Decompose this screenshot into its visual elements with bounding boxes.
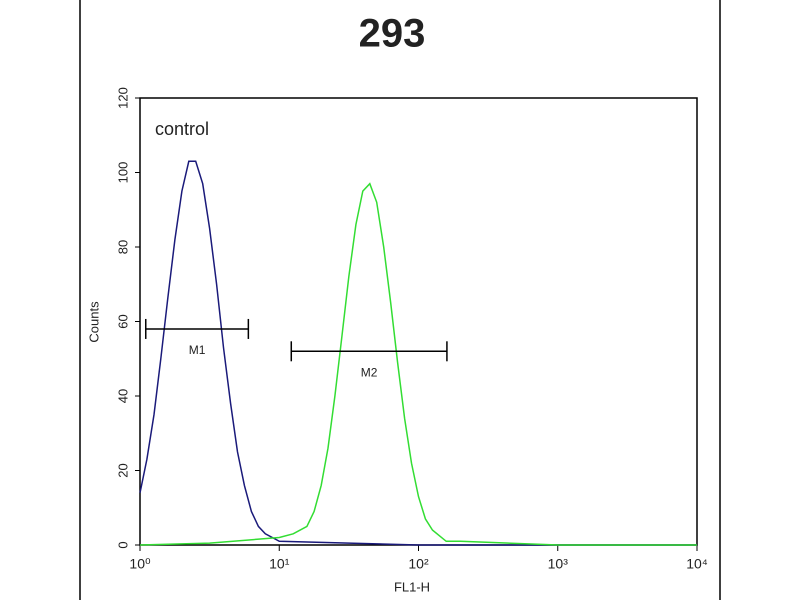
marker-label: M1 — [189, 343, 206, 357]
series-line — [139, 182, 697, 546]
y-tick-label: 120 — [115, 87, 130, 109]
x-tick-label: 10⁰ — [129, 556, 151, 572]
x-tick-label: 10² — [408, 556, 429, 572]
y-tick-label: 0 — [115, 541, 130, 548]
y-tick-label: 40 — [115, 389, 130, 403]
marker-label: M2 — [361, 365, 378, 379]
x-tick-label: 10³ — [548, 556, 569, 572]
series-label: control — [155, 119, 209, 139]
chart-title: 293 — [359, 12, 426, 56]
x-tick-label: 10¹ — [269, 556, 290, 572]
plot-frame — [139, 97, 698, 546]
y-tick-label: 60 — [115, 314, 130, 328]
y-tick-label: 20 — [115, 463, 130, 477]
series-line — [139, 160, 697, 546]
y-tick-label: 100 — [115, 162, 130, 184]
y-axis-label: Counts — [86, 301, 101, 343]
x-tick-label: 10⁴ — [686, 556, 708, 572]
x-axis-label: FL1-H — [394, 579, 430, 594]
y-tick-label: 80 — [115, 240, 130, 254]
